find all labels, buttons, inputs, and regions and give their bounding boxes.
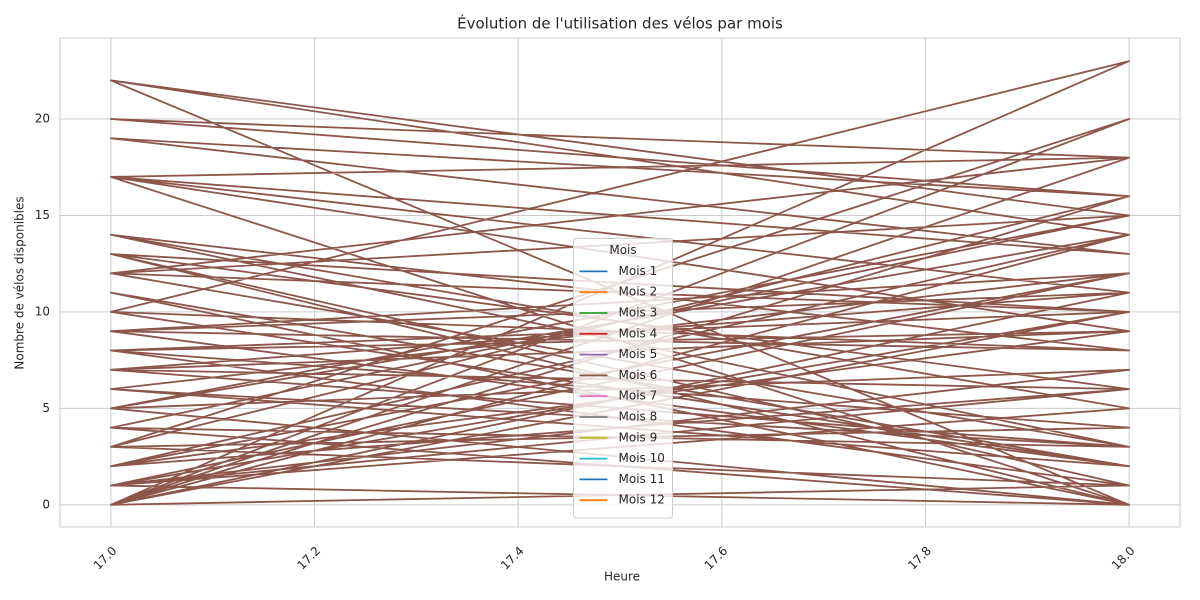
legend-label: Mois 11 xyxy=(619,472,665,486)
y-tick-label: 10 xyxy=(35,304,50,318)
x-axis-label: Heure xyxy=(604,570,640,584)
legend-label: Mois 7 xyxy=(619,389,658,403)
y-tick-label: 20 xyxy=(35,112,50,126)
legend-label: Mois 12 xyxy=(619,493,665,507)
y-tick-label: 0 xyxy=(42,497,50,511)
legend-title: Mois xyxy=(609,243,636,257)
x-tick-label: 17.6 xyxy=(702,544,731,573)
legend-box xyxy=(573,237,673,519)
legend: Mois Mois 1 Mois 2 Mois 3 Mois 4 Mois 5 Mois 6… xyxy=(573,237,673,519)
legend-label: Mois 3 xyxy=(619,306,658,320)
legend-label: Mois 5 xyxy=(619,347,658,361)
legend-label: Mois 1 xyxy=(619,264,658,278)
plot-frame xyxy=(59,37,1181,528)
legend-label: Mois 6 xyxy=(619,368,658,382)
legend-label: Mois 4 xyxy=(619,326,658,340)
legend-label: Mois 2 xyxy=(619,285,658,299)
x-tick-label: 17.8 xyxy=(905,544,934,573)
legend-label: Mois 9 xyxy=(619,430,658,444)
legend-label: Mois 10 xyxy=(619,451,665,465)
x-tick-label: 17.2 xyxy=(294,544,323,573)
y-tick-label: 15 xyxy=(35,208,50,222)
x-tick-label: 17.4 xyxy=(498,544,527,573)
chart-title: Évolution de l'utilisation des vélos par… xyxy=(457,14,783,33)
x-tick-label: 17.0 xyxy=(91,544,120,573)
y-tick-label: 5 xyxy=(42,401,50,415)
x-tick-label: 18.0 xyxy=(1109,544,1138,573)
legend-label: Mois 8 xyxy=(619,410,658,424)
y-axis-label: Nombre de vélos disponibles xyxy=(13,196,27,369)
